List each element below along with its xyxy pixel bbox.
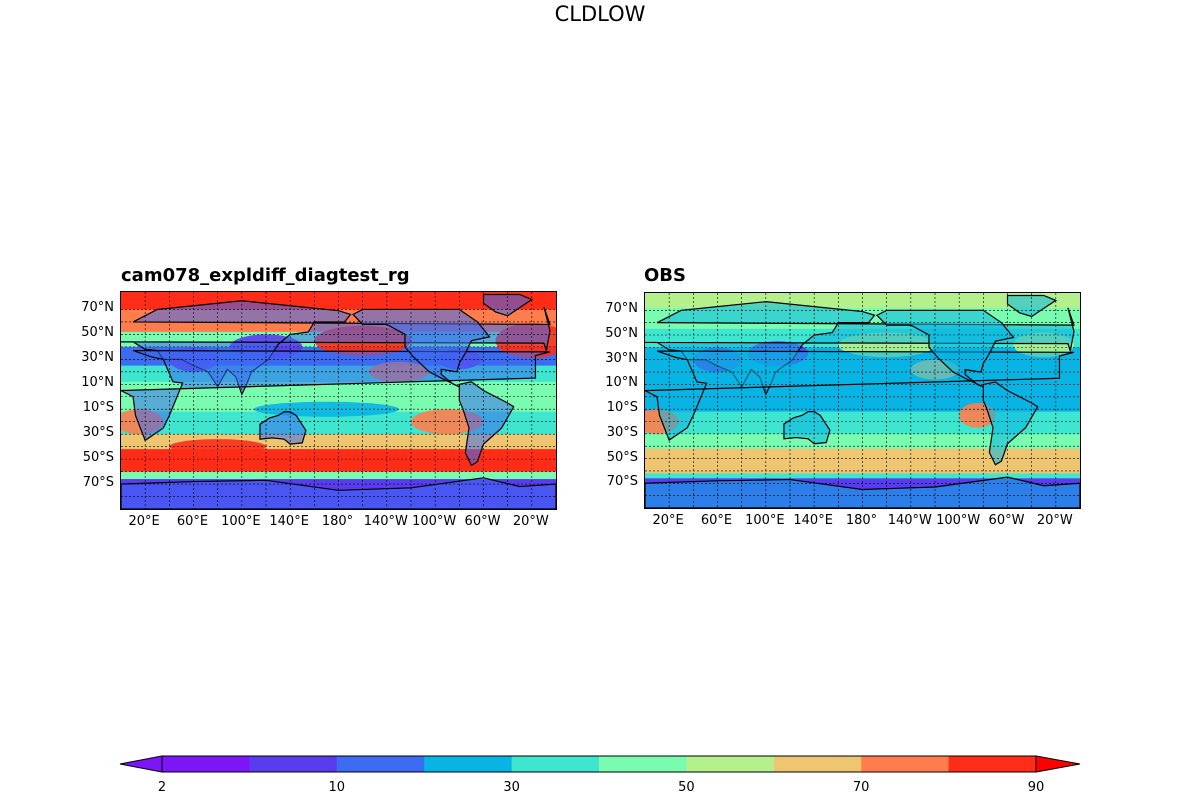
figure-title: CLDLOW xyxy=(554,2,646,26)
panel-title-model: cam078_expldiff_diagtest_rg xyxy=(121,265,410,286)
coastline xyxy=(783,411,831,445)
lat-tick-label: 50°S xyxy=(606,449,638,465)
lat-tick-label: 10°S xyxy=(606,400,638,416)
colorbar-tick-label: 10 xyxy=(328,780,346,795)
colorbar-segment xyxy=(424,756,513,772)
lat-tick-label: 30°S xyxy=(606,424,638,440)
lat-tick-label: 10°N xyxy=(81,375,114,391)
coastline xyxy=(458,381,515,467)
colorbar-segment xyxy=(773,756,862,772)
colorbar-segment xyxy=(336,756,425,772)
lon-tick-label: 20°E xyxy=(652,513,684,528)
colorbar-segment xyxy=(599,756,687,772)
colorbar-tick-label: 2 xyxy=(157,780,167,795)
colorbar-segment xyxy=(861,756,950,772)
lon-tick-label: 140°E xyxy=(793,513,833,528)
lat-tick-label: 50°S xyxy=(82,450,114,466)
lon-tick-label: 20°W xyxy=(1036,513,1073,528)
lat-tick-label: 70°N xyxy=(605,301,638,317)
colorbar-extend-min xyxy=(119,755,163,773)
colorbar-segment xyxy=(162,756,250,772)
lat-tick-label: 10°S xyxy=(82,400,114,416)
lon-tick-label: 60°W xyxy=(464,514,501,529)
coastline xyxy=(259,411,307,445)
lat-tick-label: 70°S xyxy=(82,475,114,491)
map-obs xyxy=(644,292,1081,509)
lat-tick-label: 70°S xyxy=(606,474,638,490)
lat-tick-label: 10°N xyxy=(605,375,638,391)
colorbar-segment xyxy=(511,756,600,772)
lon-tick-label: 140°W xyxy=(363,514,408,529)
panel-title-obs: OBS xyxy=(644,265,686,286)
lon-tick-label: 140°E xyxy=(269,514,309,529)
lon-tick-label: 60°W xyxy=(988,513,1025,528)
colorbar-tick-label: 50 xyxy=(678,780,695,795)
cloud-band xyxy=(645,473,1080,479)
colorbar-segment xyxy=(948,756,1037,772)
lon-tick-label: 100°E xyxy=(745,513,785,528)
lon-tick-label: 20°W xyxy=(512,514,549,529)
map-model xyxy=(120,291,557,510)
lon-tick-label: 100°W xyxy=(412,514,457,529)
colorbar xyxy=(110,750,1090,778)
lat-tick-label: 70°N xyxy=(81,300,114,316)
lat-tick-label: 30°N xyxy=(605,350,638,366)
lat-tick-label: 30°S xyxy=(82,425,114,441)
cloud-band xyxy=(121,471,556,480)
colorbar-segment xyxy=(686,756,775,772)
colorbar-segment xyxy=(249,756,338,772)
lat-tick-label: 50°N xyxy=(81,325,114,341)
colorbar-tick-label: 90 xyxy=(1027,780,1045,795)
lon-tick-label: 140°W xyxy=(887,513,932,528)
colorbar-tick-label: 30 xyxy=(503,780,520,795)
lon-tick-label: 60°E xyxy=(700,513,733,528)
lat-tick-label: 30°N xyxy=(81,350,114,366)
lon-tick-label: 100°E xyxy=(221,514,261,529)
lon-tick-label: 180° xyxy=(845,513,878,528)
lon-tick-label: 60°E xyxy=(176,514,209,529)
colorbar-tick-label: 70 xyxy=(852,780,870,795)
lat-tick-label: 50°N xyxy=(605,326,638,341)
coastline xyxy=(982,381,1039,466)
lon-tick-label: 20°E xyxy=(128,514,160,529)
lon-tick-label: 100°W xyxy=(936,513,981,528)
colorbar-extend-max xyxy=(1035,755,1081,773)
lon-tick-label: 180° xyxy=(321,514,354,529)
